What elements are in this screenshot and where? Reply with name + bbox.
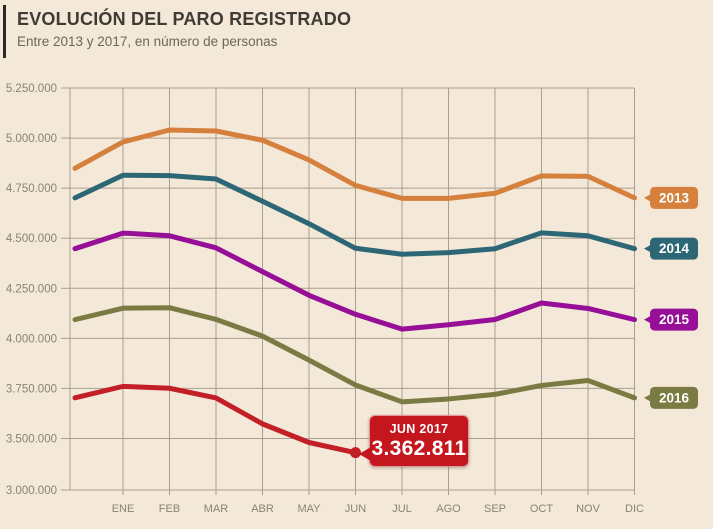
jun-2017-dot (350, 447, 361, 459)
chart-title: EVOLUCIÓN DEL PARO REGISTRADO (17, 9, 352, 29)
y-axis-label: 4.750.000 (6, 183, 57, 195)
svg-text:2015: 2015 (659, 312, 690, 327)
series-line-2013 (72, 127, 637, 201)
x-axis-label: NOV (576, 503, 601, 515)
svg-text:2013: 2013 (659, 190, 690, 205)
x-axis-label: SEP (484, 503, 506, 515)
y-axis-label: 4.500.000 (6, 233, 57, 245)
y-axis-label: 4.000.000 (6, 333, 57, 345)
accent-bar (3, 5, 6, 58)
svg-text:2016: 2016 (659, 390, 690, 405)
x-axis-label: DIC (625, 503, 644, 515)
y-axis-label: 5.000.000 (6, 133, 57, 145)
series-line-2015 (72, 230, 637, 332)
chart-subtitle: Entre 2013 y 2017, en número de personas (17, 34, 278, 49)
y-axis-label: 3.000.000 (6, 485, 57, 497)
x-axis-label: FEB (159, 503, 180, 515)
x-axis-label: OCT (530, 503, 554, 515)
series-line-2017 (72, 383, 358, 456)
chart-header: EVOLUCIÓN DEL PARO REGISTRADO Entre 2013… (0, 0, 713, 70)
callout-date-label: JUN 2017 (389, 422, 449, 436)
year-badge-2016: 2016 (644, 386, 698, 409)
x-axis-label: AGO (436, 503, 461, 515)
callout-pointer (359, 447, 371, 461)
x-axis-label: JUL (392, 503, 412, 515)
x-axis-label: ABR (251, 503, 274, 515)
y-axis-label: 3.750.000 (6, 383, 57, 395)
x-axis-label: ENE (112, 503, 135, 515)
y-axis-label: 3.500.000 (6, 434, 57, 446)
x-axis-label: MAR (204, 503, 229, 515)
x-axis-label: MAY (297, 503, 321, 515)
series-line-2016 (72, 305, 637, 405)
y-axis-label: 5.250.000 (6, 83, 57, 95)
y-axis-label: 4.250.000 (6, 283, 57, 295)
x-axis-label: JUN (345, 503, 366, 515)
year-badge-2013: 2013 (644, 186, 698, 209)
series-line-2014 (72, 172, 637, 257)
year-badge-2014: 2014 (644, 237, 698, 260)
year-badge-2015: 2015 (644, 308, 698, 331)
jun-2017-callout: JUN 2017 3.362.811 (359, 415, 469, 467)
callout-value-label: 3.362.811 (371, 437, 467, 460)
svg-text:2014: 2014 (659, 241, 690, 256)
